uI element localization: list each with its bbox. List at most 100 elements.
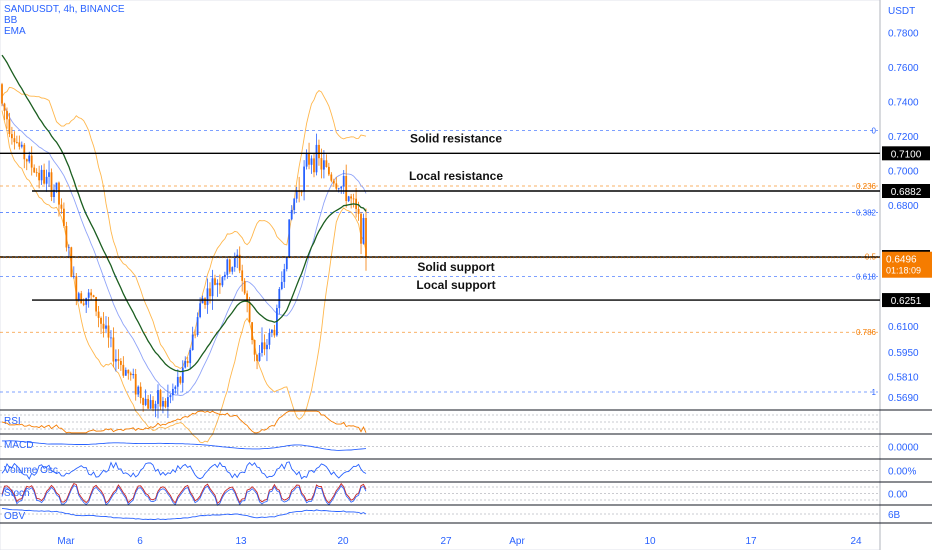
candle-body — [43, 169, 45, 184]
fib-label: 0.618 — [856, 272, 877, 281]
candle-body — [6, 110, 8, 120]
candle-body — [139, 386, 142, 398]
candle-body — [271, 329, 273, 333]
indicator-ema-label[interactable]: EMA — [4, 26, 26, 37]
candle-body — [30, 155, 33, 168]
level-tag-box — [882, 146, 930, 161]
candle-body — [315, 144, 318, 173]
candle-body — [152, 400, 154, 409]
candle-body — [290, 210, 293, 220]
candle-body — [365, 218, 367, 258]
candle-body — [332, 180, 335, 184]
pane-scale-label: 0.00% — [888, 467, 916, 478]
candle-body — [176, 377, 179, 387]
chart-legend: SANDUSDT, 4h, BINANCE BB EMA — [4, 4, 125, 37]
candle-body — [72, 276, 75, 278]
time-tick-label: 27 — [440, 536, 452, 547]
candle-body — [3, 103, 6, 111]
candle-body — [221, 277, 224, 286]
candle-body — [90, 292, 92, 296]
price-axis[interactable]: USDT 0.7800 0.7600 0.7400 0.7200 0.7000 0.6800… — [888, 6, 919, 404]
candle-body — [179, 377, 182, 383]
candle-body — [134, 374, 137, 395]
candle-body — [340, 186, 343, 189]
pane-series-line — [1, 461, 367, 480]
candle-body — [231, 267, 234, 272]
candle-body — [117, 359, 120, 361]
candle-body — [107, 325, 110, 338]
fib-label: 0.236 — [856, 182, 877, 191]
candle-body — [159, 390, 162, 407]
candle-body — [169, 395, 172, 398]
currency-label: USDT — [888, 6, 915, 17]
price-tick-label: 0.5810 — [888, 372, 919, 383]
pane-series-line — [1, 482, 367, 505]
candle-body — [102, 323, 105, 329]
candle-body — [55, 182, 58, 190]
candle-body — [174, 386, 177, 389]
candle-body — [313, 158, 315, 173]
candle-body — [214, 278, 216, 285]
candle-body — [246, 293, 248, 302]
candle-body — [236, 254, 239, 257]
level-label: Solid support — [417, 260, 494, 274]
candle-body — [112, 337, 115, 362]
candle-body — [350, 196, 352, 199]
candle-body — [318, 144, 320, 159]
candle-body — [92, 295, 95, 297]
time-tick-label: Mar — [57, 536, 75, 547]
time-tick-label: Apr — [509, 536, 525, 547]
indicator-bb-label[interactable]: BB — [4, 15, 18, 26]
candle-body — [273, 329, 276, 336]
candle-body — [40, 169, 43, 181]
pane-scale-label: 0.0000 — [888, 443, 919, 454]
time-axis[interactable]: Mar 6 13 20 27 Apr 10 17 24 — [0, 522, 932, 547]
candle-body — [209, 288, 211, 297]
candle-body — [248, 302, 251, 323]
time-tick-label: 10 — [644, 536, 656, 547]
candle-body — [142, 398, 144, 405]
level-label: Local support — [416, 278, 495, 292]
candle-body — [87, 292, 90, 298]
candle-body — [362, 218, 365, 244]
candle-body — [323, 160, 325, 170]
candle-body — [261, 342, 263, 353]
candle-body — [196, 317, 199, 335]
pane-series-line — [1, 507, 367, 520]
candle-body — [127, 369, 130, 374]
price-tick-label: 0.7800 — [888, 28, 919, 39]
candle-body — [330, 174, 333, 181]
candle-body — [293, 198, 296, 210]
candle-body — [268, 332, 271, 345]
level-label: Local resistance — [409, 169, 503, 183]
chart-grid — [0, 0, 881, 550]
horizontal-levels[interactable]: Solid resistance 0.7100 Local resistance 0.… — [0, 131, 932, 308]
candle-body — [149, 400, 152, 409]
candle-body — [105, 325, 107, 329]
time-tick-label: 13 — [235, 536, 247, 547]
candle-body — [23, 144, 26, 160]
candle-body — [199, 303, 201, 317]
candle-body — [110, 337, 112, 339]
candle-body — [115, 359, 117, 362]
candle-body — [45, 176, 48, 184]
candle-body — [241, 270, 244, 281]
candle-body — [144, 398, 147, 405]
candle-body — [60, 204, 63, 209]
candle-body — [129, 373, 132, 376]
candle-body — [206, 288, 209, 305]
time-tick-label: 20 — [337, 536, 349, 547]
pane-title: Volume Osc — [4, 465, 58, 476]
candle-body — [8, 119, 11, 135]
price-tick-label: 0.7200 — [888, 132, 919, 143]
pane-scale-label: 6B — [888, 510, 901, 521]
candle-body — [186, 360, 189, 364]
candle-body — [164, 401, 167, 407]
candle-body — [82, 303, 85, 305]
level-tag-text: 0.7100 — [891, 149, 922, 160]
candle-body — [219, 282, 221, 286]
level-price-tag: 0.6251 — [882, 293, 930, 308]
ema-line — [1, 54, 367, 373]
